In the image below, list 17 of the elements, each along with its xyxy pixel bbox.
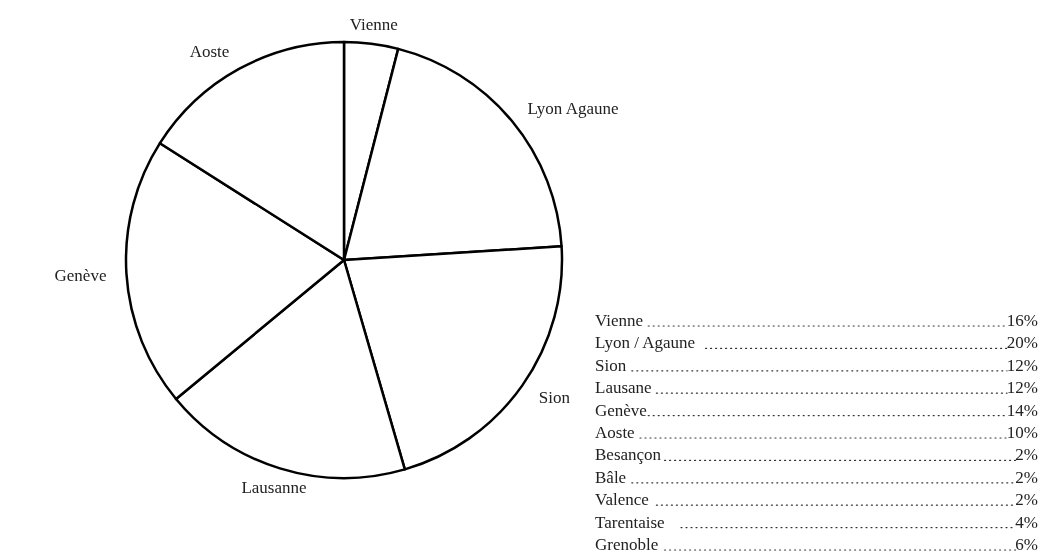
- slice-label: Vienne: [349, 14, 398, 34]
- text: Aoste 10%: [595, 423, 1038, 442]
- slice-label: Sion: [538, 387, 571, 407]
- text: Grenoble 6%: [595, 535, 1038, 554]
- text: Sion 12%: [595, 355, 1038, 375]
- slice-label: Genève: [54, 265, 107, 285]
- text: Genève 14%: [595, 400, 1038, 420]
- text: Lyon / Agaune 20%: [595, 333, 1038, 353]
- slice-label: Lausanne: [241, 478, 307, 498]
- text: Valence 2%: [595, 490, 1038, 510]
- text: Besançon 2%: [595, 445, 1038, 465]
- slice-label: Aoste: [189, 42, 230, 62]
- text: Vienne 16%: [595, 311, 1038, 330]
- slice-label: Lyon Agaune: [527, 99, 619, 119]
- text: Tarentaise 4%: [595, 512, 1038, 532]
- text: Bâle 2%: [595, 467, 1038, 487]
- text: Lausane 12%: [595, 378, 1038, 398]
